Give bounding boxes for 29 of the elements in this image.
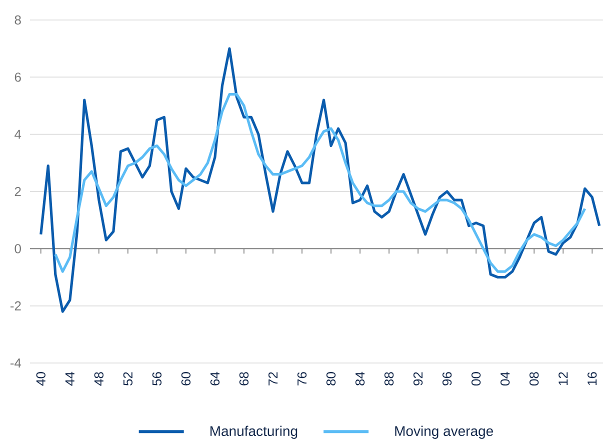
x-tick-label: 92 [413,372,423,386]
x-tick-label: 08 [529,372,539,386]
x-tick-label: 44 [65,372,74,386]
x-tick-label: 52 [123,372,133,386]
x-tick-label: 40 [36,372,46,386]
x-tick-label: 16 [588,372,597,386]
x-tick-label: 88 [384,372,394,386]
x-tick-label: 84 [355,372,365,386]
x-tick-label: 48 [94,372,104,386]
x-tick-label: 68 [239,372,249,386]
legend-label: Manufacturing [210,426,298,439]
x-tick-label: 76 [297,372,307,386]
y-tick-label: 4 [14,130,22,139]
y-tick-label: 8 [14,15,21,25]
legend-label: Moving average [395,426,494,439]
x-tick-label: 64 [210,372,220,386]
x-tick-label: 96 [442,372,452,386]
x-tick-label: 72 [268,372,278,386]
y-tick-label: -2 [10,301,21,310]
x-tick-label: 56 [152,372,162,386]
x-tick-label: 80 [326,372,336,386]
x-tick-label: 60 [181,372,191,386]
x-tick-label: 00 [471,372,481,386]
y-tick-label: 2 [14,186,21,196]
x-tick-label: 12 [558,372,568,386]
y-tick-label: -4 [10,358,22,368]
y-tick-label: 0 [14,244,21,254]
y-tick-label: 6 [14,72,21,82]
x-tick-label: 04 [500,372,510,386]
